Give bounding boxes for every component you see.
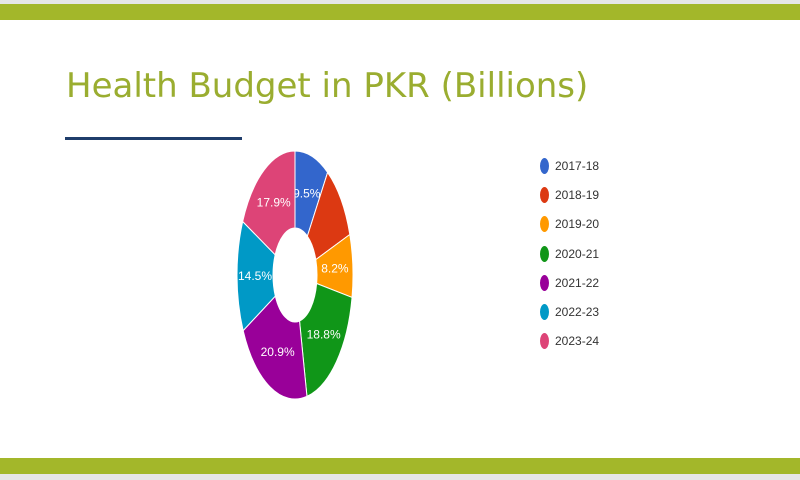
legend-item-2022-23: 2022-23 xyxy=(540,297,599,326)
title-underline xyxy=(65,137,242,140)
legend-swatch xyxy=(540,274,549,291)
top-edge xyxy=(0,0,800,4)
legend-swatch xyxy=(540,157,549,174)
legend-item-2019-20: 2019-20 xyxy=(540,210,599,239)
legend-item-2017-18: 2017-18 xyxy=(540,151,599,180)
legend-label: 2019-20 xyxy=(555,217,600,232)
slide-title: Health Budget in PKR (Billions) xyxy=(66,66,589,106)
legend-item-2023-24: 2023-24 xyxy=(540,327,599,356)
legend-item-2018-19: 2018-19 xyxy=(540,180,599,209)
legend-label: 2023-24 xyxy=(555,334,600,349)
slice-2020-21 xyxy=(298,282,353,398)
chart-legend: 2017-18 2018-19 2019-20 2020-21 2021-22 2022-… xyxy=(540,151,599,356)
legend-label: 2020-21 xyxy=(555,246,600,261)
legend-label: 2017-18 xyxy=(555,158,600,173)
legend-swatch xyxy=(540,333,549,350)
slice-label-2020-21: 18.8% xyxy=(307,328,341,342)
slice-label-2021-22: 20.9% xyxy=(261,345,295,359)
legend-label: 2022-23 xyxy=(555,305,600,320)
slice-label-2022-23: 14.5% xyxy=(238,269,272,283)
bottom-edge xyxy=(0,474,800,480)
legend-swatch xyxy=(540,304,549,321)
legend-label: 2021-22 xyxy=(555,275,600,290)
slice-2023-24 xyxy=(242,150,296,256)
legend-swatch xyxy=(540,245,549,262)
top-accent-band xyxy=(0,4,800,20)
slice-label-2023-24: 17.9% xyxy=(257,196,291,210)
donut-chart: 9.5% 8.2% 18.8% 20.9% 14.5% 17.9% xyxy=(236,150,354,400)
legend-label: 2018-19 xyxy=(555,187,600,202)
slice-2021-22 xyxy=(242,295,308,400)
slice-label-2017-18: 9.5% xyxy=(293,186,321,200)
bottom-accent-band xyxy=(0,458,800,474)
slice-label-2019-20: 8.2% xyxy=(321,262,349,276)
legend-swatch xyxy=(540,216,549,233)
legend-item-2020-21: 2020-21 xyxy=(540,239,599,268)
legend-item-2021-22: 2021-22 xyxy=(540,268,599,297)
slice-2022-23 xyxy=(236,220,276,332)
legend-swatch xyxy=(540,186,549,203)
